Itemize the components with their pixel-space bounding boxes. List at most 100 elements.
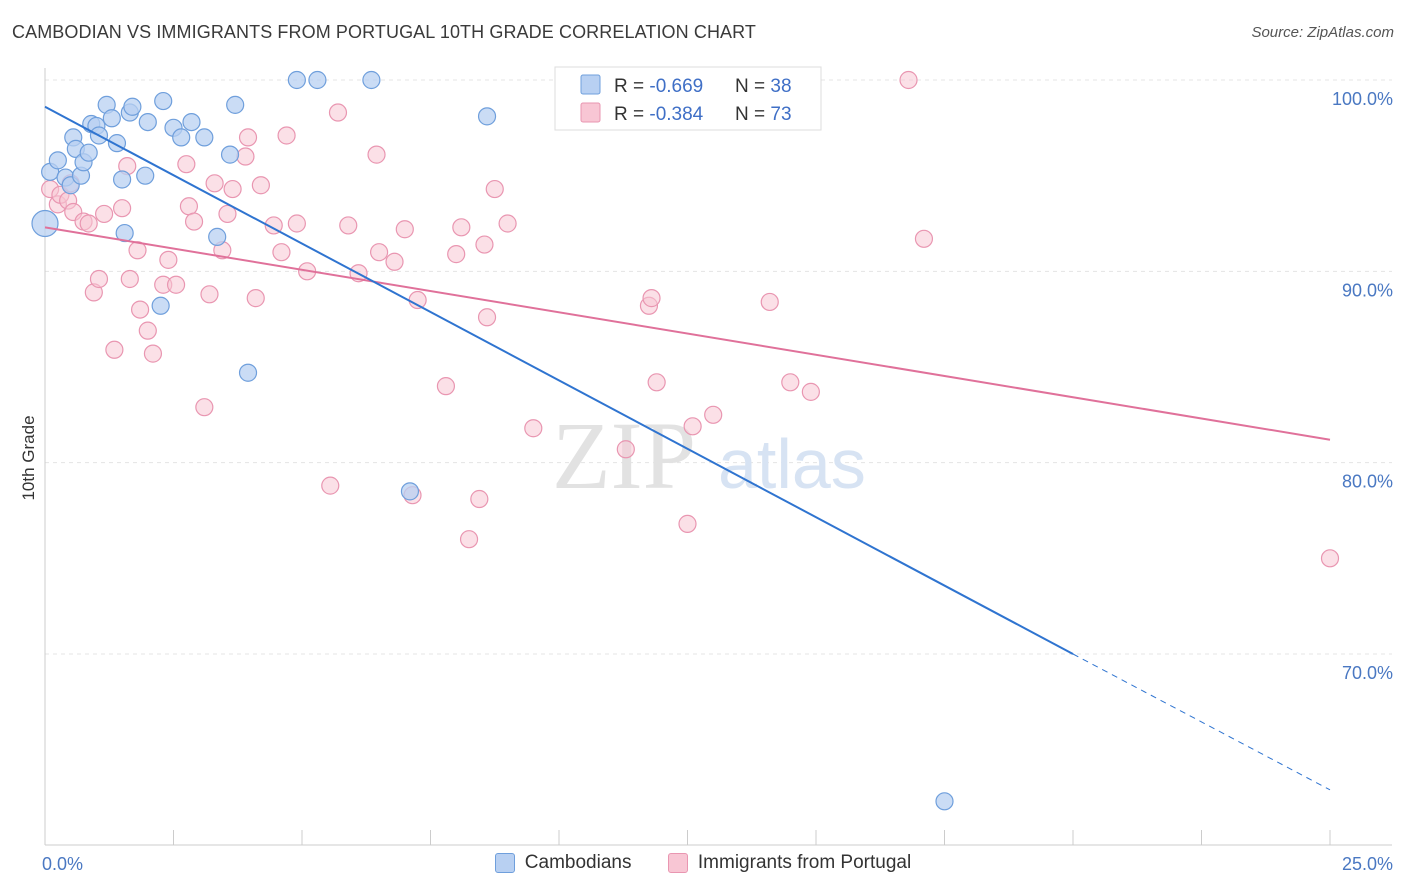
portugal-point — [89, 269, 109, 289]
chart-title: CAMBODIAN VS IMMIGRANTS FROM PORTUGAL 10… — [12, 22, 757, 42]
portugal-point — [277, 126, 296, 145]
cambodians-point — [115, 223, 134, 243]
portugal-point — [251, 176, 270, 195]
portugal-point — [760, 292, 779, 312]
cambodians-point — [102, 109, 121, 128]
portugal-point — [436, 377, 456, 396]
legend-n-label-1: N = — [735, 76, 770, 97]
legend-item-swatch-cambodians — [494, 853, 515, 873]
cambodians-trendline — [44, 105, 1074, 655]
portugal-point — [395, 220, 414, 239]
portugal-point — [272, 243, 291, 262]
portugal-point — [223, 179, 242, 199]
legend-r-value-2: -0.384 — [649, 104, 703, 125]
legend-row-2: R = -0.384 — [614, 104, 704, 125]
portugal-point — [647, 373, 666, 392]
portugal-point — [704, 405, 723, 424]
legend-row-1: R = -0.669 — [614, 76, 703, 97]
portugal-point — [678, 514, 697, 533]
bottom-legend: Cambodians Immigrants from Portugal — [0, 852, 1406, 878]
cambodians-point — [48, 151, 67, 170]
y-tick-label: 80.0% — [1342, 472, 1393, 492]
portugal-point — [616, 440, 635, 459]
portugal-point — [246, 289, 265, 308]
cambodians-point — [138, 112, 157, 132]
portugal-point — [801, 382, 820, 401]
portugal-point — [200, 285, 219, 304]
portugal-point — [367, 145, 386, 164]
cambodians-point — [172, 128, 191, 147]
portugal-point — [914, 229, 934, 248]
legend-item-label-cambodians: Cambodians — [524, 852, 632, 873]
legend-item-cambodians[interactable]: Cambodians — [494, 852, 632, 874]
legend-item-swatch-portugal — [667, 853, 688, 873]
portugal-point — [130, 300, 150, 319]
cambodians-point — [79, 143, 98, 162]
cambodians-point — [400, 482, 420, 501]
portugal-point — [459, 530, 479, 549]
portugal-point — [195, 398, 214, 417]
legend-n-value-1: 38 — [770, 76, 791, 97]
legend-n-value-2: 73 — [770, 104, 791, 125]
portugal-point — [899, 70, 918, 90]
portugal-point — [264, 216, 283, 235]
portugal-point — [385, 252, 404, 271]
portugal-point — [781, 373, 800, 392]
cambodians-point — [220, 145, 240, 164]
legend-r-label-1: R = — [614, 76, 649, 97]
portugal-point — [498, 214, 517, 233]
portugal-point — [452, 218, 471, 237]
portugal-point — [105, 340, 124, 359]
cambodians-point — [112, 170, 132, 189]
portugal-point — [138, 321, 157, 340]
cambodians-point — [308, 70, 327, 90]
legend-swatch-cambodians — [580, 74, 601, 95]
portugal-point — [177, 155, 196, 174]
cambodians-trendline-extension — [1072, 653, 1331, 791]
portugal-point — [95, 204, 114, 224]
legend-n-row-1: N = 38 — [735, 76, 792, 97]
portugal-point — [143, 344, 163, 363]
legend-r-value-1: -0.669 — [649, 76, 703, 97]
legend-n-label-2: N = — [735, 104, 770, 125]
x-tick-label: 25.0% — [1342, 854, 1393, 874]
portugal-point — [477, 308, 497, 327]
legend-swatch-portugal — [580, 102, 601, 123]
cambodians-point — [154, 91, 173, 111]
portugal-point — [447, 245, 466, 264]
portugal-point — [470, 489, 489, 509]
trendlines-layer — [44, 105, 1331, 791]
portugal-point — [370, 243, 389, 262]
cambodians-point — [208, 227, 227, 246]
cambodians-point — [123, 97, 142, 116]
legend-n-row-2: N = 73 — [735, 104, 792, 125]
portugal-trendline — [44, 226, 1331, 441]
cambodians-point — [362, 70, 381, 90]
cambodians-point — [226, 95, 245, 114]
axes-layer: 70.0% 80.0% 90.0% 100.0% 0.0% 25.0% — [42, 68, 1393, 874]
watermark-atlas: atlas — [718, 425, 866, 503]
cambodians-point — [151, 296, 170, 315]
portugal-point — [159, 250, 178, 269]
cambodians-point — [935, 792, 954, 811]
portugal-point — [179, 197, 199, 216]
points-layer — [31, 70, 1340, 811]
legend-item-portugal[interactable]: Immigrants from Portugal — [667, 852, 912, 874]
portugal-point — [166, 275, 186, 294]
cambodians-point — [238, 363, 258, 382]
portugal-point — [120, 269, 139, 289]
cambodians-point — [477, 107, 497, 126]
portugal-point — [1320, 549, 1340, 568]
y-tick-label: 70.0% — [1342, 663, 1393, 683]
portugal-point — [683, 417, 702, 436]
cambodians-point — [182, 112, 201, 132]
portugal-point — [524, 419, 543, 438]
legend-item-label-portugal: Immigrants from Portugal — [697, 852, 912, 873]
portugal-point — [184, 212, 204, 231]
portugal-point — [475, 235, 494, 254]
portugal-point — [79, 214, 98, 233]
portugal-point — [321, 476, 340, 495]
legend-r-label-2: R = — [614, 104, 649, 125]
portugal-point — [112, 199, 132, 218]
